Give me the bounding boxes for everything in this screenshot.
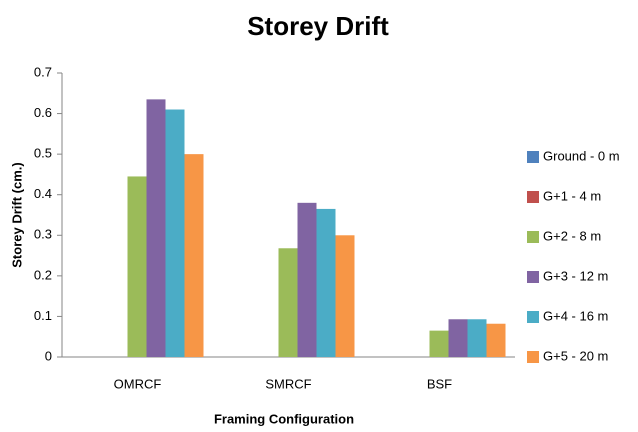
bar [184,154,204,357]
x-tick-label: OMRCF [114,376,162,391]
bar [467,319,487,357]
x-tick-label: SMRCF [265,376,311,391]
bar [278,248,298,357]
legend-swatch [527,311,539,323]
y-tick-label: 0.7 [34,64,52,79]
y-tick-label: 0.1 [34,308,52,323]
legend-label: G+5 - 20 m [543,348,608,363]
legend-swatch [527,271,539,283]
chart-title: Storey Drift [247,11,389,41]
legend-label: G+1 - 4 m [543,188,601,203]
y-tick-label: 0.6 [34,105,52,120]
x-tick-label: BSF [427,376,452,391]
y-axis-label: Storey Drift (cm.) [9,162,24,267]
y-tick-label: 0.3 [34,227,52,242]
legend-swatch [527,151,539,163]
legend-swatch [527,191,539,203]
bar [448,319,468,357]
y-tick-label: 0.4 [34,186,52,201]
legend-swatch [527,351,539,363]
bar [486,323,506,357]
legend-label: G+2 - 8 m [543,228,601,243]
bar [429,330,449,357]
bar [335,235,355,357]
legend-label: G+3 - 12 m [543,268,608,283]
y-tick-label: 0.5 [34,146,52,161]
y-tick-label: 0 [45,348,52,363]
bar [316,208,336,357]
bar [127,176,147,357]
legend-label: G+4 - 16 m [543,308,608,323]
bar [146,99,166,357]
y-tick-label: 0.2 [34,267,52,282]
x-axis-label: Framing Configuration [214,411,354,426]
legend-label: Ground - 0 m [543,148,620,163]
bar [165,109,185,357]
legend-swatch [527,231,539,243]
bar [297,202,317,357]
